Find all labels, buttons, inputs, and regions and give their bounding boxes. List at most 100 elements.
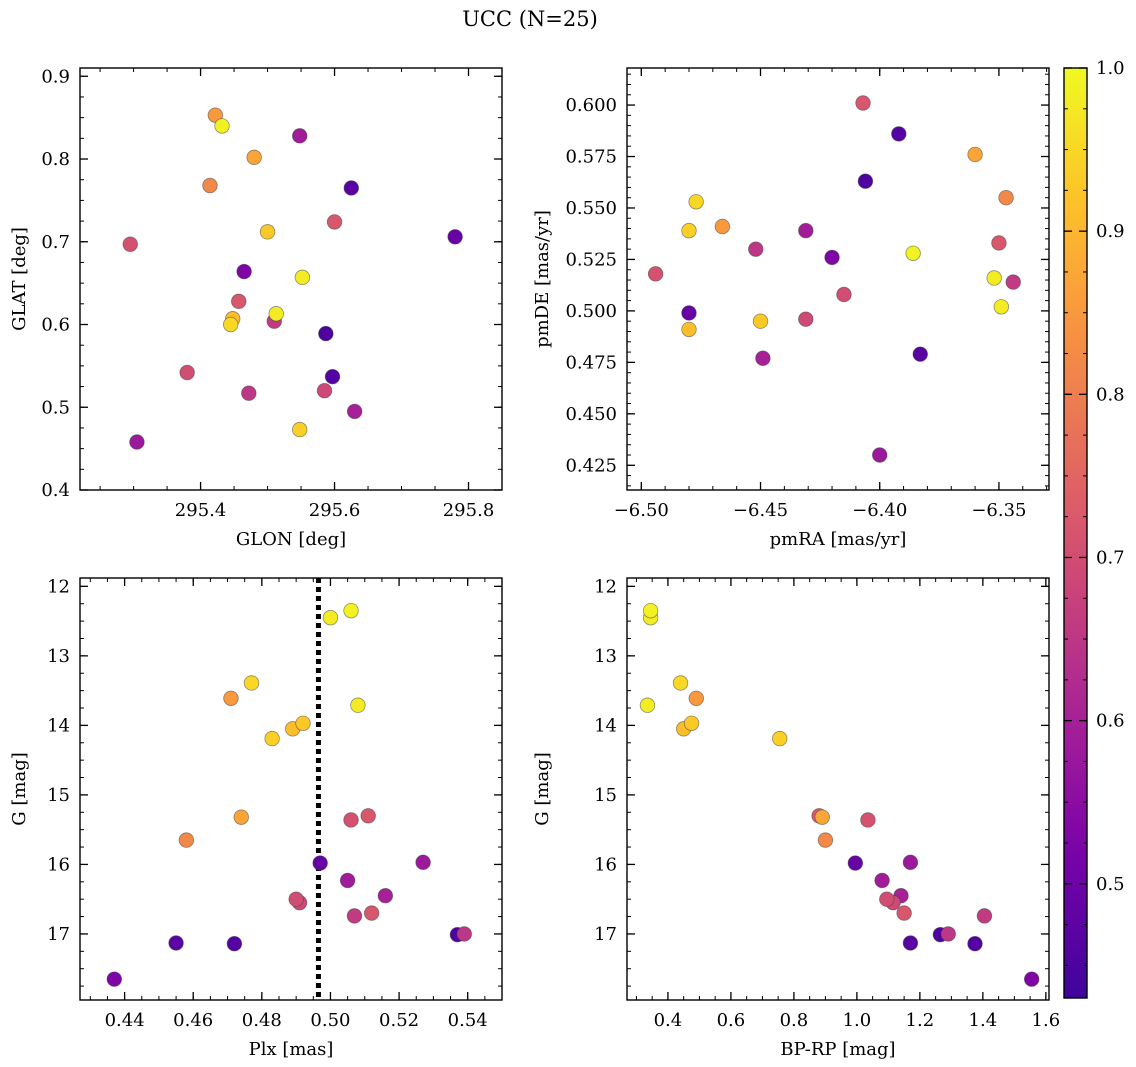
data-point	[902, 854, 919, 871]
data-point	[905, 245, 921, 261]
x-tick-label: 0.54	[448, 1010, 488, 1031]
data-point	[326, 214, 343, 230]
y-tick-label: 0.500	[565, 301, 617, 322]
y-tick-label: 12	[594, 576, 617, 597]
data-point	[226, 935, 243, 952]
y-tick-label: 0.6	[41, 315, 70, 336]
data-point	[798, 311, 814, 327]
data-point	[447, 229, 463, 245]
colorbar-gradient	[1064, 68, 1087, 998]
x-tick-label: −6.40	[852, 500, 907, 521]
data-point	[814, 809, 830, 825]
data-point	[967, 146, 983, 163]
x-tick-label: 0.44	[105, 1010, 145, 1031]
x-tick-label: 1.6	[1032, 1010, 1061, 1031]
colorbar-tick-label: 1.0	[1096, 58, 1125, 79]
data-point	[324, 368, 341, 385]
data-point	[639, 697, 656, 713]
data-point	[288, 891, 304, 907]
colorbar-tick-label: 0.8	[1096, 384, 1125, 405]
data-points	[647, 95, 1021, 463]
data-point	[294, 269, 311, 286]
x-tick-label: 0.46	[173, 1010, 213, 1031]
y-axis-label: GLAT [deg]	[9, 227, 30, 331]
colorbar-frame	[1063, 67, 1088, 999]
plot-area	[80, 578, 502, 1000]
data-point	[993, 299, 1010, 315]
x-tick-label: 0.4	[654, 1010, 683, 1031]
x-axis-label: pmRA [mas/yr]	[770, 529, 907, 550]
y-axis-label: pmDE [mas/yr]	[532, 210, 553, 348]
y-tick-label: 15	[47, 785, 70, 806]
data-point	[292, 421, 308, 438]
figure-title: UCC (N=25)	[462, 7, 598, 31]
data-point	[874, 872, 890, 889]
data-point	[860, 812, 876, 828]
scatter-panel-4: 0.4 0.6 0.8 1.0 1.2 1.4 1.6 12 13 14 15 16 17 BP-RP […	[532, 576, 1060, 1060]
data-point	[259, 224, 276, 240]
data-point	[912, 346, 928, 362]
x-axis-label: GLON [deg]	[236, 529, 346, 550]
x-tick-label: 295.8	[443, 500, 495, 521]
x-tick-label: −6.50	[614, 500, 669, 521]
plot-area	[627, 578, 1049, 1000]
data-point	[681, 321, 697, 338]
data-point	[223, 316, 239, 333]
axes-frame	[79, 67, 503, 491]
y-tick-label: 0.475	[565, 352, 617, 373]
x-tick-label: −6.35	[971, 500, 1026, 521]
y-tick-label: 0.425	[565, 455, 617, 476]
panels: 295.4 295.6 295.8 0.4 0.5 0.6 0.7 0.8 0.9 GLON [d…	[9, 66, 1060, 1060]
y-tick-label: 0.600	[565, 95, 617, 116]
data-point	[415, 854, 431, 871]
y-tick-label: 16	[47, 854, 70, 875]
data-point	[681, 305, 697, 321]
y-tick-label: 0.8	[41, 149, 70, 170]
y-tick-label: 0.9	[41, 66, 70, 87]
y-tick-label: 17	[594, 924, 617, 945]
y-tick-label: 0.4	[41, 480, 70, 501]
data-point	[857, 173, 874, 189]
data-point	[891, 126, 907, 142]
data-point	[824, 249, 840, 266]
data-points	[106, 602, 472, 987]
data-point	[647, 266, 664, 282]
data-point	[872, 447, 888, 463]
data-point	[343, 812, 359, 828]
colorbar-tick-label: 0.7	[1096, 547, 1125, 568]
scatter-panel-3: 0.44 0.46 0.48 0.50 0.52 0.54 12 13 14 15 16 17 Plx …	[9, 576, 503, 1060]
data-point	[688, 690, 704, 706]
colorbar-tick-label: 0.9	[1096, 221, 1125, 242]
scatter-panel-1: 295.4 295.6 295.8 0.4 0.5 0.6 0.7 0.8 0.9 GLON [d…	[9, 66, 503, 550]
data-points	[122, 107, 463, 450]
data-point	[343, 602, 359, 619]
y-tick-label: 16	[594, 854, 617, 875]
data-point	[318, 325, 334, 342]
data-point	[798, 222, 814, 239]
data-point	[312, 855, 328, 871]
x-tick-label: 295.6	[309, 500, 361, 521]
data-point	[223, 690, 239, 706]
y-tick-label: 12	[47, 576, 70, 597]
major-ticks	[627, 578, 1049, 1000]
y-tick-label: 0.525	[565, 249, 617, 270]
data-point	[976, 908, 993, 924]
x-tick-label: 0.6	[717, 1010, 746, 1031]
plot-area	[627, 68, 1049, 490]
data-point	[363, 905, 380, 921]
data-point	[292, 128, 308, 144]
x-tick-label: 0.50	[310, 1010, 350, 1031]
data-point	[879, 891, 895, 907]
data-point	[179, 364, 195, 381]
y-tick-label: 0.5	[41, 397, 70, 418]
data-point	[168, 935, 184, 951]
data-point	[178, 832, 195, 848]
data-point	[940, 926, 956, 942]
data-point	[902, 935, 919, 951]
x-axis-label: Plx [mas]	[249, 1039, 334, 1060]
data-point	[1005, 274, 1021, 290]
data-point	[986, 270, 1002, 286]
major-ticks	[80, 578, 502, 1000]
y-axis-label: G [mag]	[9, 752, 30, 825]
data-point	[343, 180, 359, 196]
